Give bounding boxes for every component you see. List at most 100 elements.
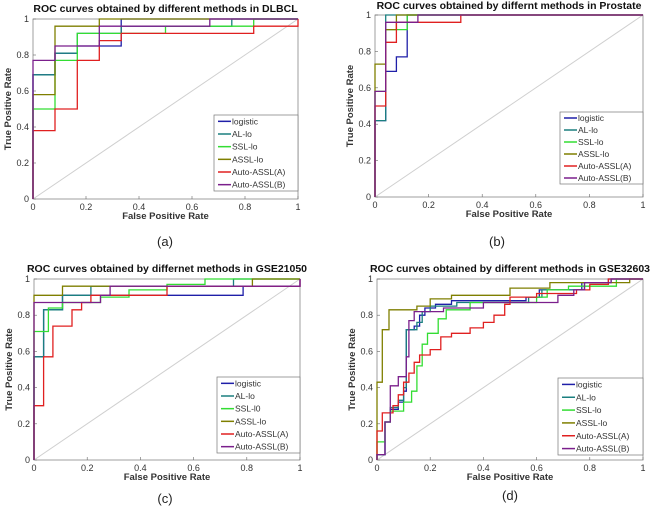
chart-title: ROC curves obtained by differnet methods…: [27, 263, 307, 275]
x-tick-label: 0.6: [530, 463, 543, 473]
y-tick-label: 0.6: [358, 83, 371, 93]
panel-caption: (a): [157, 234, 173, 249]
chance-diagonal: [376, 278, 644, 461]
x-tick-label: 0: [30, 202, 35, 212]
x-axis-label: False Positive Rate: [467, 472, 554, 483]
y-tick-label: 0.2: [358, 156, 371, 166]
x-tick-label: 0.6: [187, 463, 200, 473]
legend-entry: Auto-ASSL(A): [578, 161, 632, 171]
legend-entry: Auto-ASSL(B): [576, 444, 630, 454]
y-tick-label: 0.6: [360, 346, 373, 356]
roc-panel-d: ROC curves obtained by different methods…: [347, 263, 650, 503]
legend-entry: ASSL-lo: [576, 418, 607, 428]
y-tick-label: 0.2: [360, 419, 373, 429]
x-tick-label: 0.8: [583, 200, 596, 210]
legend: logistic AL-lo SSL-lo ASSL-lo Auto-ASSL(A) Au…: [213, 114, 299, 192]
legend-entry: AL-lo: [576, 392, 596, 402]
legend-entry: AL-lo: [232, 129, 252, 139]
x-tick-label: 0.6: [530, 200, 543, 210]
y-tick-label: 1: [25, 274, 30, 284]
x-tick-label: 1: [295, 202, 300, 212]
legend-entry: AL-lo: [578, 125, 598, 135]
roc-curve-auto-assl-b-: [376, 278, 643, 460]
legend-entry: Auto-ASSL(B): [578, 173, 632, 183]
y-tick-label: 0.4: [16, 122, 29, 132]
x-tick-label: 0.6: [186, 202, 199, 212]
legend-box: [216, 376, 301, 454]
x-tick-label: 0.2: [422, 200, 435, 210]
legend-entry: Auto-ASSL(A): [235, 429, 289, 439]
legend-entry: Auto-ASSL(B): [235, 442, 289, 452]
x-tick-label: 0.2: [80, 202, 93, 212]
y-tick-label: 0.6: [16, 86, 29, 96]
chance-diagonal: [374, 14, 644, 198]
x-tick-label: 0.8: [241, 463, 254, 473]
roc-curve-ssl-lo: [32, 18, 298, 199]
y-tick-label: 0.2: [17, 419, 30, 429]
y-tick-label: 1: [366, 10, 371, 20]
x-axis-label: False Positive Rate: [466, 209, 553, 220]
legend: logistic AL-lo SSL-l0 ASSL-lo Auto-ASSL(A) Au…: [216, 376, 301, 454]
legend-entry: Auto-ASSL(B): [232, 180, 286, 190]
legend-entry: logistic: [578, 113, 605, 123]
legend-entry: Auto-ASSL(A): [576, 431, 630, 441]
y-axis-label: True Positive Rate: [3, 68, 14, 150]
chance-diagonal: [33, 278, 301, 461]
x-tick-label: 0.2: [81, 463, 94, 473]
y-tick-label: 0: [24, 194, 29, 204]
x-tick-label: 0.8: [239, 202, 252, 212]
y-tick-label: 0.2: [16, 158, 29, 168]
legend: logistic AL-lo SSL-lo ASSL-lo Auto-ASSL(A) Au…: [559, 111, 644, 185]
legend-entry: SSL-l0: [235, 404, 261, 414]
y-axis-label: True Positive Rate: [345, 65, 356, 147]
y-tick-label: 0.8: [360, 310, 373, 320]
x-axis-label: False Positive Rate: [124, 472, 211, 483]
roc-curve-assl-lo: [376, 278, 643, 460]
legend-entry: AL-lo: [235, 391, 255, 401]
legend-entry: ASSL-lo: [578, 149, 609, 159]
y-tick-label: 0: [368, 455, 373, 465]
legend: logistic AL-lo SSL-lo ASSL-lo Auto-ASSL(A) Au…: [557, 377, 644, 456]
roc-curve-auto-assl-a-: [376, 278, 643, 460]
y-tick-label: 0.8: [17, 310, 30, 320]
y-tick-label: 0.8: [16, 50, 29, 60]
legend-entry: ASSL-lo: [232, 154, 263, 164]
roc-curve-assl-lo: [33, 278, 300, 460]
y-axis-label: True Positive Rate: [4, 328, 15, 410]
legend-box: [213, 114, 299, 192]
legend-entry: logistic: [235, 378, 262, 388]
y-tick-label: 0: [25, 455, 30, 465]
y-tick-label: 0.4: [17, 383, 30, 393]
y-tick-label: 0.6: [17, 346, 30, 356]
panel-caption: (b): [489, 234, 505, 249]
roc-panel-c: ROC curves obtained by differnet methods…: [4, 263, 307, 506]
roc-panel-b: ROC curves obtained by differnt methods …: [345, 0, 646, 249]
x-tick-label: 0.4: [477, 463, 490, 473]
roc-panel-a: ROC curves obtained by different methods…: [3, 3, 301, 249]
x-tick-label: 1: [640, 200, 645, 210]
x-tick-label: 0.4: [476, 200, 489, 210]
x-tick-label: 0.2: [424, 463, 437, 473]
y-tick-label: 0.4: [360, 383, 373, 393]
legend-box: [557, 377, 644, 456]
legend-box: [559, 111, 644, 185]
x-tick-label: 0.4: [134, 463, 147, 473]
y-tick-label: 0.4: [358, 119, 371, 129]
roc-curve-auto-assl-b-: [32, 18, 298, 199]
x-tick-label: 0: [31, 463, 36, 473]
roc-curve-auto-assl-a-: [374, 14, 643, 197]
y-tick-label: 0: [366, 192, 371, 202]
x-tick-label: 0: [374, 463, 379, 473]
x-tick-label: 0: [372, 200, 377, 210]
y-tick-label: 1: [24, 14, 29, 24]
y-tick-label: 1: [368, 274, 373, 284]
legend-entry: logistic: [232, 116, 259, 126]
roc-curve-auto-assl-a-: [32, 19, 299, 199]
x-tick-label: 1: [297, 463, 302, 473]
x-axis-label: False Positive Rate: [122, 211, 209, 222]
chance-diagonal: [32, 18, 299, 200]
legend-entry: SSL-lo: [576, 405, 602, 415]
legend-entry: SSL-lo: [578, 137, 604, 147]
legend-entry: ASSL-lo: [235, 416, 266, 426]
legend-entry: SSL-lo: [232, 142, 258, 152]
